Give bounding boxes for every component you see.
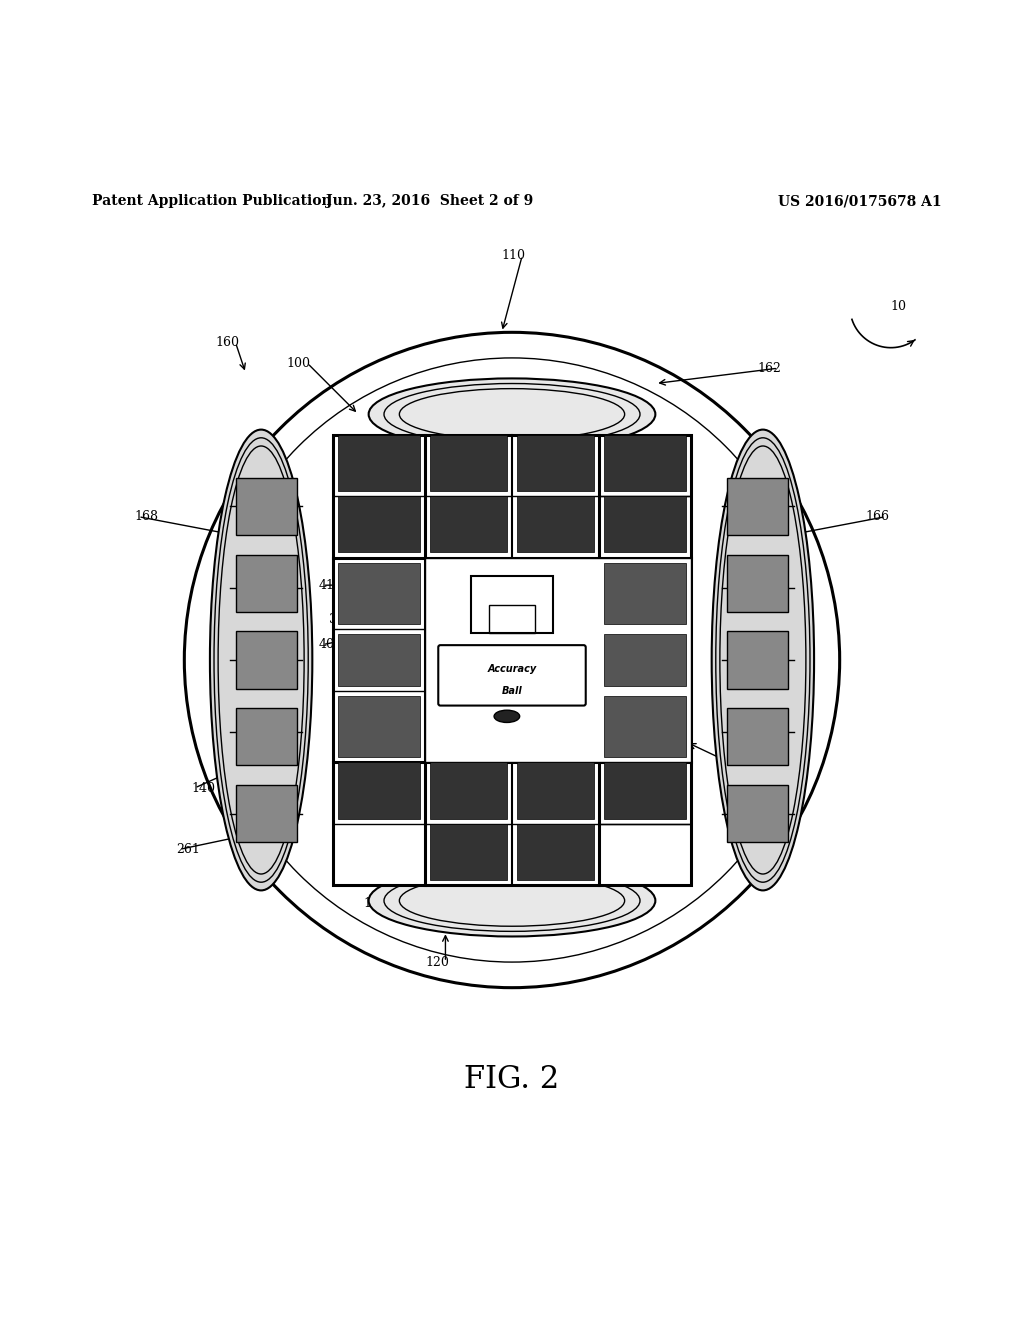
Text: 120: 120 <box>425 956 449 969</box>
Bar <box>471 576 553 634</box>
Bar <box>338 763 420 818</box>
Text: 140: 140 <box>191 781 215 795</box>
Bar <box>430 763 507 818</box>
Bar <box>604 496 686 553</box>
Text: 162: 162 <box>758 362 781 375</box>
Bar <box>604 763 686 818</box>
Bar <box>338 562 420 624</box>
Bar <box>338 496 420 553</box>
Text: Patent Application Publication: Patent Application Publication <box>92 194 332 209</box>
FancyBboxPatch shape <box>727 631 788 689</box>
Bar <box>430 824 507 880</box>
Bar <box>489 605 535 634</box>
Text: 400: 400 <box>319 638 343 651</box>
Text: Jun. 23, 2016  Sheet 2 of 9: Jun. 23, 2016 Sheet 2 of 9 <box>327 194 534 209</box>
Bar <box>517 763 594 818</box>
FancyBboxPatch shape <box>236 554 297 612</box>
Text: 130: 130 <box>763 781 786 795</box>
Text: 410: 410 <box>319 578 343 591</box>
Text: Accuracy: Accuracy <box>487 664 537 675</box>
FancyBboxPatch shape <box>236 478 297 535</box>
Text: 164: 164 <box>364 898 387 911</box>
Text: 160: 160 <box>215 337 239 348</box>
Ellipse shape <box>494 710 519 722</box>
Text: 430: 430 <box>589 583 612 597</box>
FancyBboxPatch shape <box>727 708 788 766</box>
Text: 168: 168 <box>135 510 159 523</box>
Bar <box>604 635 686 685</box>
Bar <box>338 434 420 491</box>
Ellipse shape <box>210 429 312 891</box>
Text: 302: 302 <box>589 612 612 626</box>
Bar <box>338 696 420 758</box>
Bar <box>517 496 594 553</box>
Text: 166: 166 <box>865 510 889 523</box>
Text: 110: 110 <box>502 249 525 261</box>
Bar <box>430 496 507 553</box>
FancyBboxPatch shape <box>438 645 586 706</box>
FancyBboxPatch shape <box>236 631 297 689</box>
Bar <box>517 434 594 491</box>
Bar <box>338 635 420 685</box>
Text: Ball: Ball <box>502 685 522 696</box>
FancyBboxPatch shape <box>727 478 788 535</box>
Ellipse shape <box>712 429 814 891</box>
Bar <box>333 434 691 886</box>
Bar <box>425 557 691 763</box>
Ellipse shape <box>369 865 655 936</box>
FancyBboxPatch shape <box>236 708 297 766</box>
Text: 304: 304 <box>330 612 353 626</box>
Bar <box>604 434 686 491</box>
Text: 10: 10 <box>891 300 907 313</box>
Bar <box>517 824 594 880</box>
FancyBboxPatch shape <box>727 785 788 842</box>
FancyBboxPatch shape <box>727 554 788 612</box>
Text: FIG. 2: FIG. 2 <box>464 1064 560 1096</box>
Text: US 2016/0175678 A1: US 2016/0175678 A1 <box>778 194 942 209</box>
Bar <box>430 434 507 491</box>
Text: 100: 100 <box>287 356 310 370</box>
Ellipse shape <box>369 379 655 450</box>
Bar <box>604 562 686 624</box>
FancyBboxPatch shape <box>236 785 297 842</box>
Text: 261: 261 <box>176 843 200 855</box>
Bar <box>604 696 686 758</box>
Text: 420: 420 <box>589 634 612 645</box>
